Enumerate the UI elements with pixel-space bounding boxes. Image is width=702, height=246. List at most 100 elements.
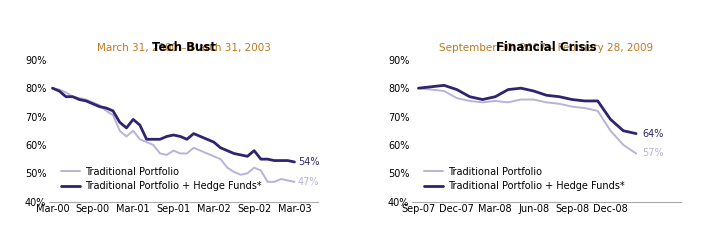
Traditional Portfolio + Hedge Funds* [203, 138, 211, 141]
Text: 64%: 64% [642, 129, 664, 138]
Traditional Portfolio [230, 170, 238, 173]
Traditional Portfolio [257, 169, 265, 172]
Traditional Portfolio [607, 129, 615, 132]
Traditional Portfolio + Hedge Funds* [69, 95, 77, 98]
Traditional Portfolio + Hedge Funds* [491, 95, 500, 98]
Traditional Portfolio [149, 143, 157, 146]
Traditional Portfolio + Hedge Funds* [607, 118, 615, 121]
Legend: Traditional Portfolio, Traditional Portfolio + Hedge Funds*: Traditional Portfolio, Traditional Portf… [57, 163, 265, 195]
Traditional Portfolio + Hedge Funds* [143, 138, 151, 141]
Traditional Portfolio [75, 97, 84, 100]
Traditional Portfolio [223, 166, 232, 169]
Traditional Portfolio [210, 155, 218, 158]
Traditional Portfolio [55, 88, 63, 91]
Text: 57%: 57% [642, 149, 664, 158]
Traditional Portfolio + Hedge Funds* [129, 118, 138, 121]
Traditional Portfolio + Hedge Funds* [504, 88, 512, 91]
Traditional Portfolio [163, 154, 171, 156]
Traditional Portfolio + Hedge Funds* [102, 107, 110, 109]
Traditional Portfolio [109, 114, 117, 117]
Traditional Portfolio + Hedge Funds* [210, 141, 218, 144]
Traditional Portfolio + Hedge Funds* [48, 87, 57, 90]
Traditional Portfolio [135, 138, 144, 141]
Traditional Portfolio [290, 180, 298, 183]
Traditional Portfolio + Hedge Funds* [230, 152, 238, 155]
Traditional Portfolio [190, 146, 198, 149]
Traditional Portfolio + Hedge Funds* [95, 105, 104, 108]
Traditional Portfolio + Hedge Funds* [593, 99, 602, 102]
Traditional Portfolio + Hedge Funds* [176, 135, 185, 138]
Traditional Portfolio [263, 180, 272, 183]
Traditional Portfolio + Hedge Funds* [237, 154, 245, 156]
Traditional Portfolio + Hedge Funds* [62, 95, 70, 98]
Traditional Portfolio [453, 97, 461, 100]
Traditional Portfolio + Hedge Funds* [55, 90, 63, 92]
Traditional Portfolio [122, 135, 131, 138]
Traditional Portfolio + Hedge Funds* [478, 98, 486, 101]
Traditional Portfolio [250, 166, 258, 169]
Traditional Portfolio [270, 180, 279, 183]
Traditional Portfolio [183, 152, 191, 155]
Line: Traditional Portfolio + Hedge Funds*: Traditional Portfolio + Hedge Funds* [418, 85, 636, 134]
Traditional Portfolio [284, 179, 292, 182]
Traditional Portfolio + Hedge Funds* [169, 134, 178, 137]
Traditional Portfolio [69, 95, 77, 98]
Traditional Portfolio [129, 129, 138, 132]
Traditional Portfolio + Hedge Funds* [109, 109, 117, 112]
Text: September 30, 2007 – February 28, 2009: September 30, 2007 – February 28, 2009 [439, 43, 654, 53]
Legend: Traditional Portfolio, Traditional Portfolio + Hedge Funds*: Traditional Portfolio, Traditional Portf… [420, 163, 628, 195]
Line: Traditional Portfolio: Traditional Portfolio [53, 88, 294, 182]
Traditional Portfolio + Hedge Funds* [290, 160, 298, 163]
Traditional Portfolio + Hedge Funds* [632, 132, 640, 135]
Line: Traditional Portfolio + Hedge Funds*: Traditional Portfolio + Hedge Funds* [53, 88, 294, 162]
Traditional Portfolio + Hedge Funds* [270, 159, 279, 162]
Traditional Portfolio + Hedge Funds* [196, 135, 204, 138]
Traditional Portfolio [243, 172, 251, 175]
Traditional Portfolio + Hedge Funds* [263, 158, 272, 161]
Traditional Portfolio [176, 152, 185, 155]
Traditional Portfolio [95, 104, 104, 107]
Traditional Portfolio [529, 98, 538, 101]
Traditional Portfolio + Hedge Funds* [183, 138, 191, 141]
Traditional Portfolio + Hedge Funds* [555, 95, 564, 98]
Traditional Portfolio + Hedge Funds* [250, 149, 258, 152]
Traditional Portfolio + Hedge Funds* [440, 84, 449, 87]
Traditional Portfolio + Hedge Funds* [216, 146, 225, 149]
Traditional Portfolio + Hedge Funds* [568, 98, 576, 101]
Traditional Portfolio [48, 87, 57, 90]
Traditional Portfolio [593, 109, 602, 112]
Traditional Portfolio + Hedge Funds* [453, 88, 461, 91]
Traditional Portfolio [237, 173, 245, 176]
Traditional Portfolio [156, 152, 164, 155]
Traditional Portfolio [581, 107, 589, 109]
Traditional Portfolio + Hedge Funds* [156, 138, 164, 141]
Traditional Portfolio + Hedge Funds* [243, 155, 251, 158]
Traditional Portfolio [632, 152, 640, 155]
Traditional Portfolio [102, 109, 110, 112]
Traditional Portfolio [619, 143, 628, 146]
Title: Tech Bust: Tech Bust [152, 41, 216, 54]
Traditional Portfolio + Hedge Funds* [619, 129, 628, 132]
Traditional Portfolio + Hedge Funds* [284, 159, 292, 162]
Traditional Portfolio [62, 91, 70, 94]
Traditional Portfolio + Hedge Funds* [223, 149, 232, 152]
Line: Traditional Portfolio: Traditional Portfolio [418, 88, 636, 154]
Traditional Portfolio + Hedge Funds* [517, 87, 525, 90]
Traditional Portfolio [555, 102, 564, 105]
Traditional Portfolio + Hedge Funds* [190, 132, 198, 135]
Traditional Portfolio + Hedge Funds* [88, 102, 97, 105]
Traditional Portfolio [504, 101, 512, 104]
Traditional Portfolio [216, 158, 225, 161]
Traditional Portfolio [478, 101, 486, 104]
Traditional Portfolio + Hedge Funds* [529, 90, 538, 92]
Traditional Portfolio [196, 149, 204, 152]
Traditional Portfolio + Hedge Funds* [543, 94, 551, 97]
Traditional Portfolio + Hedge Funds* [116, 121, 124, 124]
Traditional Portfolio + Hedge Funds* [82, 99, 91, 102]
Traditional Portfolio + Hedge Funds* [257, 158, 265, 161]
Traditional Portfolio [82, 98, 91, 101]
Traditional Portfolio [491, 99, 500, 102]
Text: March 31, 2000 – March 31, 2003: March 31, 2000 – March 31, 2003 [97, 43, 270, 53]
Traditional Portfolio + Hedge Funds* [581, 99, 589, 102]
Traditional Portfolio [414, 87, 423, 90]
